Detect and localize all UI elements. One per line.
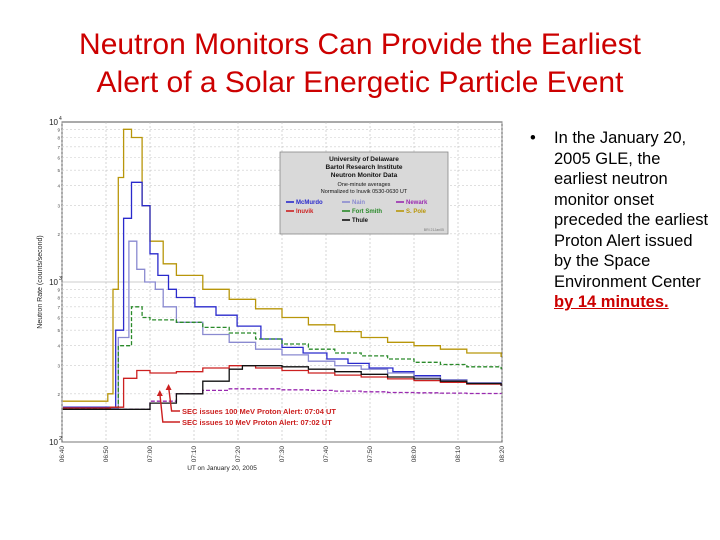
x-tick-label: 06:50: [103, 446, 110, 463]
bullet-highlight: by 14 minutes.: [554, 293, 669, 311]
y-tick-label: 10: [49, 118, 58, 127]
bullet-text: In the January 20, 2005 GLE, the earlies…: [554, 129, 709, 291]
annotation-text: SEC issues 100 MeV Proton Alert: 07:04 U…: [182, 407, 336, 416]
annotation-arrowhead: [156, 390, 163, 396]
x-tick-label: 07:40: [323, 446, 330, 463]
x-tick-label: 07:00: [147, 446, 154, 463]
y-minor-label: 9: [57, 287, 60, 292]
legend-title-line: Bartol Research Institute: [326, 164, 403, 171]
series-line-fort-smith: [62, 306, 502, 410]
annotation-arrow: [167, 386, 180, 412]
y-minor-label: 4: [57, 344, 60, 349]
y-minor-label: 3: [57, 204, 60, 209]
y-minor-label: 8: [57, 136, 60, 141]
legend-entry-label: Inuvik: [296, 209, 314, 215]
x-tick-label: 06:40: [59, 446, 66, 463]
y-tick-exponent: 4: [59, 116, 62, 122]
y-minor-label: 7: [57, 305, 60, 310]
y-minor-label: 5: [57, 168, 60, 173]
legend-entry-label: Fort Smith: [352, 209, 382, 215]
y-tick-label: 10: [49, 438, 58, 447]
series-line-mcmurdo: [62, 181, 502, 408]
series-line-inuvik: [62, 365, 502, 409]
legend-entry-label: S. Pole: [406, 209, 427, 215]
series-line-thule: [62, 365, 502, 410]
legend-entry-label: Nain: [352, 200, 365, 206]
y-minor-label: 6: [57, 155, 60, 160]
chart-svg: 06:40 06:50 07:00 07:10 07:20 07:30 07:40 07:50…: [37, 116, 506, 472]
legend-entry-label: McMurdo: [296, 200, 323, 206]
y-minor-label: 8: [57, 296, 60, 301]
y-tick-exponent: 2: [59, 436, 62, 442]
annotation-arrow: [159, 392, 180, 423]
annotation-arrowhead: [165, 384, 172, 390]
legend-title-line: Neutron Monitor Data: [331, 172, 398, 179]
legend-box: [279, 151, 449, 235]
bullet-marker: •: [530, 129, 536, 147]
x-tick-label: 07:10: [191, 446, 198, 463]
series-line-nain: [62, 240, 502, 410]
y-minor-label: 7: [57, 145, 60, 150]
y-minor-label: 6: [57, 315, 60, 320]
y-axis-label: Neutron Rate (counts/second): [37, 235, 44, 328]
x-tick-label: 07:50: [367, 446, 374, 463]
x-tick-label: 08:20: [499, 446, 506, 463]
legend-entry-label: Thule: [352, 218, 369, 224]
x-tick-label: 07:30: [279, 446, 286, 463]
legend-title-line: University of Delaware: [329, 156, 399, 163]
series-line-s-pole: [62, 128, 502, 402]
y-minor-label: 2: [57, 232, 60, 237]
y-minor-label: 3: [57, 364, 60, 369]
legend-subtitle-line: Normalized to Inuvik 0530-0630 UT: [321, 189, 408, 195]
y-minor-label: 2: [57, 392, 60, 397]
y-minor-label: 5: [57, 328, 60, 333]
x-tick-label: 07:20: [235, 446, 242, 463]
y-tick-exponent: 3: [59, 276, 62, 282]
y-minor-label: 9: [57, 127, 60, 132]
legend-subtitle-line: One-minute averages: [338, 182, 391, 188]
bullet-text-block: In the January 20, 2005 GLE, the earlies…: [554, 128, 714, 313]
legend-entry-label: Newark: [406, 200, 428, 206]
slide-title: Neutron Monitors Can Provide the Earlies…: [20, 26, 700, 102]
x-tick-label: 08:10: [455, 446, 462, 463]
x-tick-label: 08:00: [411, 446, 418, 463]
title-line-2: Alert of a Solar Energetic Particle Even…: [96, 66, 624, 99]
y-minor-label: 4: [57, 184, 60, 189]
y-tick-label: 10: [49, 278, 58, 287]
legend-code: BRI 21Jan05: [424, 228, 444, 232]
annotation-text: SEC issues 10 MeV Proton Alert: 07:02 UT: [182, 418, 332, 427]
neutron-chart: 06:40 06:50 07:00 07:10 07:20 07:30 07:40 07:50…: [32, 112, 510, 472]
x-axis-label: UT on January 20, 2005: [187, 465, 257, 472]
title-line-1: Neutron Monitors Can Provide the Earlies…: [79, 28, 641, 61]
